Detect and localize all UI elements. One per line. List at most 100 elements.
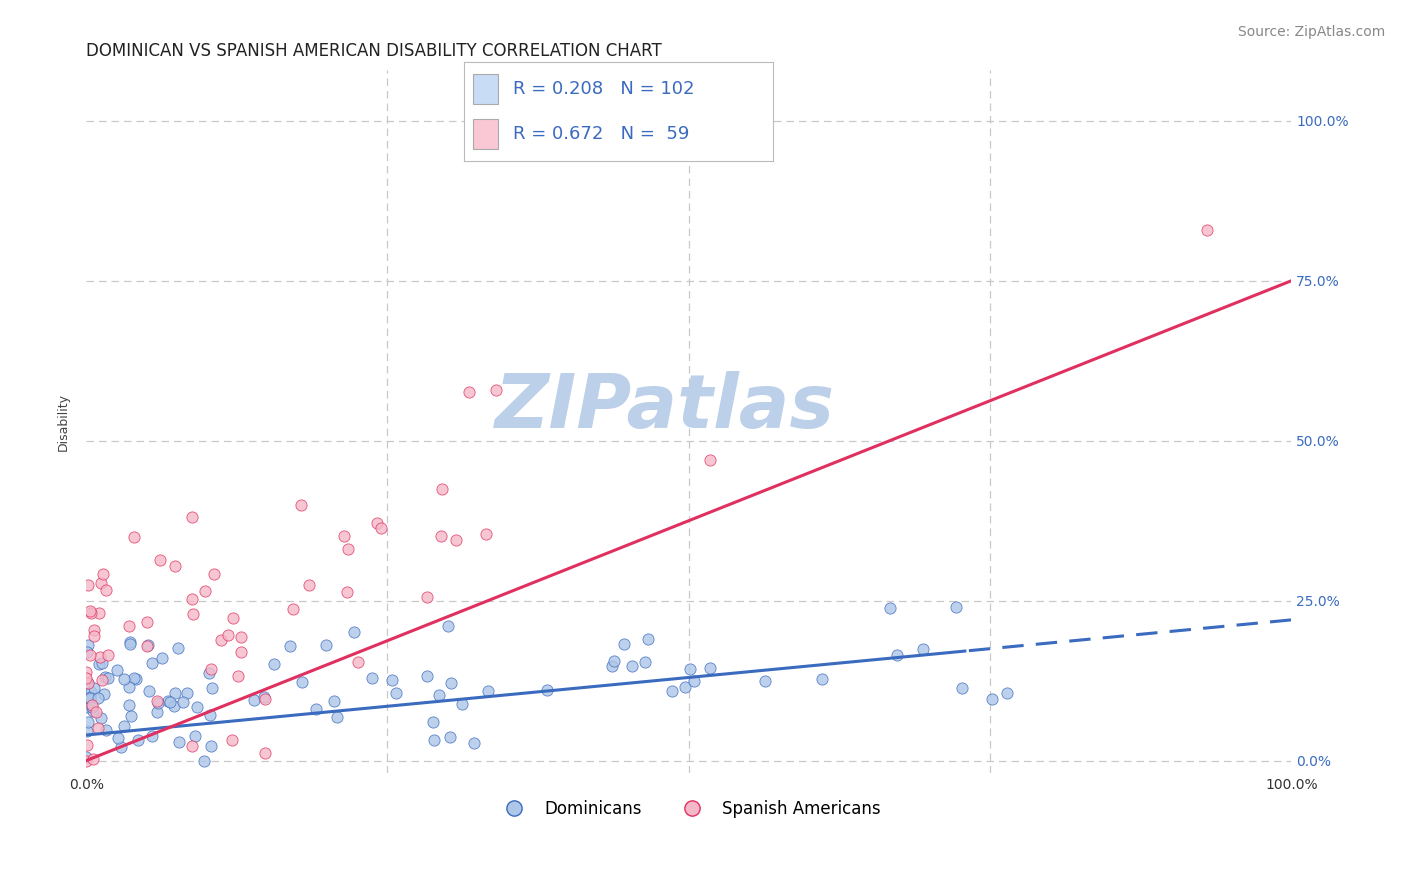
Point [94, 583, 117, 598]
Point [440, 676, 463, 690]
Point [315, 638, 337, 652]
Point [97, 648, 120, 662]
Point [172, 695, 194, 709]
Point [79, 603, 101, 617]
Point [811, 672, 834, 686]
Point [138, 683, 160, 698]
Point [118, 680, 141, 694]
Point [77, 638, 100, 652]
Point [253, 692, 276, 706]
Point [281, 602, 304, 616]
Point [141, 657, 163, 671]
Point [87, 721, 110, 735]
Point [253, 690, 276, 704]
Point [93, 687, 115, 701]
Point [912, 642, 935, 657]
Point [146, 697, 169, 711]
Point [79, 692, 101, 706]
Point [366, 516, 388, 530]
Point [91, 656, 114, 670]
Point [613, 636, 636, 650]
Point [945, 600, 967, 615]
Point [422, 714, 444, 729]
Point [80, 684, 103, 698]
Point [136, 638, 159, 652]
Point [79, 690, 101, 704]
Point [136, 615, 159, 629]
Point [202, 567, 225, 582]
Point [243, 693, 266, 707]
Point [326, 710, 349, 724]
Point [699, 661, 721, 675]
Point [634, 655, 657, 669]
Point [600, 659, 623, 673]
Point [167, 735, 190, 749]
Point [83, 623, 105, 637]
Point [120, 637, 142, 651]
Point [427, 688, 450, 702]
Point [146, 694, 169, 708]
Text: DOMINICAN VS SPANISH AMERICAN DISABILITY CORRELATION CHART: DOMINICAN VS SPANISH AMERICAN DISABILITY… [86, 42, 662, 60]
Point [430, 482, 453, 496]
Point [194, 584, 217, 599]
Point [620, 658, 643, 673]
Point [886, 648, 908, 663]
Point [217, 628, 239, 642]
Point [291, 674, 314, 689]
Point [157, 693, 180, 707]
Point [90, 575, 112, 590]
Point [198, 707, 221, 722]
Point [336, 584, 359, 599]
Point [183, 607, 205, 621]
Point [298, 578, 321, 592]
Point [75, 754, 97, 768]
Point [105, 663, 128, 677]
Point [226, 669, 249, 683]
Point [121, 709, 143, 723]
Point [84, 705, 107, 719]
Point [110, 739, 132, 754]
Point [80, 606, 103, 620]
Point [90, 711, 112, 725]
Point [1195, 222, 1218, 236]
Point [661, 684, 683, 698]
Point [76, 724, 98, 739]
Point [77, 714, 100, 729]
Text: R = 0.672   N =  59: R = 0.672 N = 59 [513, 125, 690, 143]
Point [112, 673, 135, 687]
Point [602, 653, 624, 667]
Point [87, 691, 110, 706]
Point [475, 526, 498, 541]
Point [981, 692, 1004, 706]
Point [278, 639, 301, 653]
Point [79, 648, 101, 662]
Point [254, 746, 277, 760]
Point [186, 699, 208, 714]
Point [112, 719, 135, 733]
Point [231, 630, 253, 644]
Point [201, 681, 224, 695]
Point [76, 738, 98, 752]
Point [429, 529, 451, 543]
Point [198, 665, 221, 680]
Point [370, 521, 392, 535]
Point [125, 672, 148, 686]
Point [950, 681, 973, 695]
Point [149, 552, 172, 566]
Point [91, 566, 114, 581]
Point [181, 591, 204, 606]
Point [754, 673, 776, 688]
Point [87, 657, 110, 671]
Point [89, 606, 111, 620]
Point [683, 673, 706, 688]
Point [75, 665, 97, 680]
Point [83, 681, 105, 695]
Point [463, 736, 485, 750]
Point [229, 645, 252, 659]
Point [385, 686, 408, 700]
Text: ZIPatlas: ZIPatlas [495, 371, 835, 444]
Point [184, 729, 207, 743]
Point [117, 619, 139, 633]
Point [200, 739, 222, 753]
Point [209, 632, 232, 647]
